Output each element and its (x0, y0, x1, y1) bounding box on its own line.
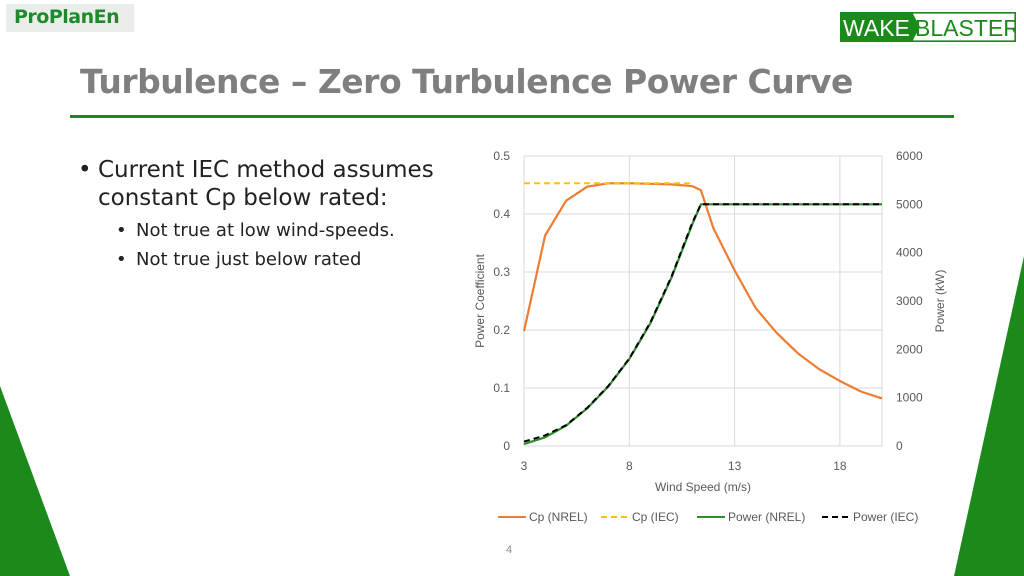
title-divider (70, 115, 954, 118)
y2-tick-label: 4000 (896, 246, 923, 260)
proplanen-logo: ProPlanEn (6, 4, 134, 32)
page-number: 4 (506, 544, 513, 556)
logo-blaster-text: BLASTER (915, 15, 1016, 41)
y-tick-label: 0 (503, 439, 510, 453)
y-tick-label: 0.2 (493, 323, 510, 337)
y2-tick-label: 0 (896, 439, 903, 453)
wakeblaster-logo: WAKE BLASTER (840, 12, 1016, 42)
bullet-item: Current IEC method assumes constant Cp b… (76, 156, 456, 212)
y2-tick-label: 5000 (896, 197, 923, 211)
series-line-cp-nrel (522, 182, 883, 400)
x-tick-label: 8 (626, 459, 633, 473)
decor-triangle-left (0, 386, 70, 576)
legend-label: Power (IEC) (853, 510, 918, 524)
decor-triangle-right (954, 256, 1024, 576)
logo-wake-text: WAKE (843, 15, 910, 41)
logo-wake-box (840, 12, 920, 42)
y2-tick-label: 3000 (896, 294, 923, 308)
y-tick-label: 0.1 (493, 381, 510, 395)
y-tick-label: 0.3 (493, 265, 510, 279)
legend-label: Cp (NREL) (529, 510, 588, 524)
logo-blaster-box (902, 12, 1016, 42)
y2-tick-label: 2000 (896, 342, 923, 356)
legend-label: Cp (IEC) (632, 510, 679, 524)
x-tick-label: 18 (833, 459, 847, 473)
bullet-list: Current IEC method assumes constant Cp b… (76, 156, 456, 274)
y2-tick-label: 6000 (896, 149, 923, 163)
page-title: Turbulence – Zero Turbulence Power Curve (80, 62, 853, 101)
series-lines (522, 182, 883, 446)
x-tick-label: 3 (521, 459, 528, 473)
series-line-power-iec (523, 203, 882, 443)
power-curve-chart: 0 0.1 0.2 0.3 0.4 0.5 0 1000 2000 3000 4000 5000 600… (473, 149, 947, 524)
x-axis-label: Wind Speed (m/s) (655, 480, 751, 494)
y2-axis-label: Power (kW) (933, 270, 947, 333)
y-tick-label: 0.5 (493, 149, 510, 163)
axis-ticks: 0 0.1 0.2 0.3 0.4 0.5 0 1000 2000 3000 4000 5000 600… (493, 149, 923, 473)
y-axis-label: Power Coefficient (473, 253, 487, 347)
x-tick-label: 13 (728, 459, 742, 473)
y-tick-label: 0.4 (493, 207, 510, 221)
sub-bullet-item: Not true at low wind-speeds. (76, 216, 456, 245)
sub-bullet-item: Not true just below rated (76, 245, 456, 274)
series-line-power-nrel (523, 203, 882, 446)
y2-tick-label: 1000 (896, 391, 923, 405)
legend: Cp (NREL) Cp (IEC) Power (NREL) Power (IEC) (498, 510, 918, 524)
legend-label: Power (NREL) (728, 510, 805, 524)
logo-left-text: ProPlanEn (14, 6, 120, 28)
